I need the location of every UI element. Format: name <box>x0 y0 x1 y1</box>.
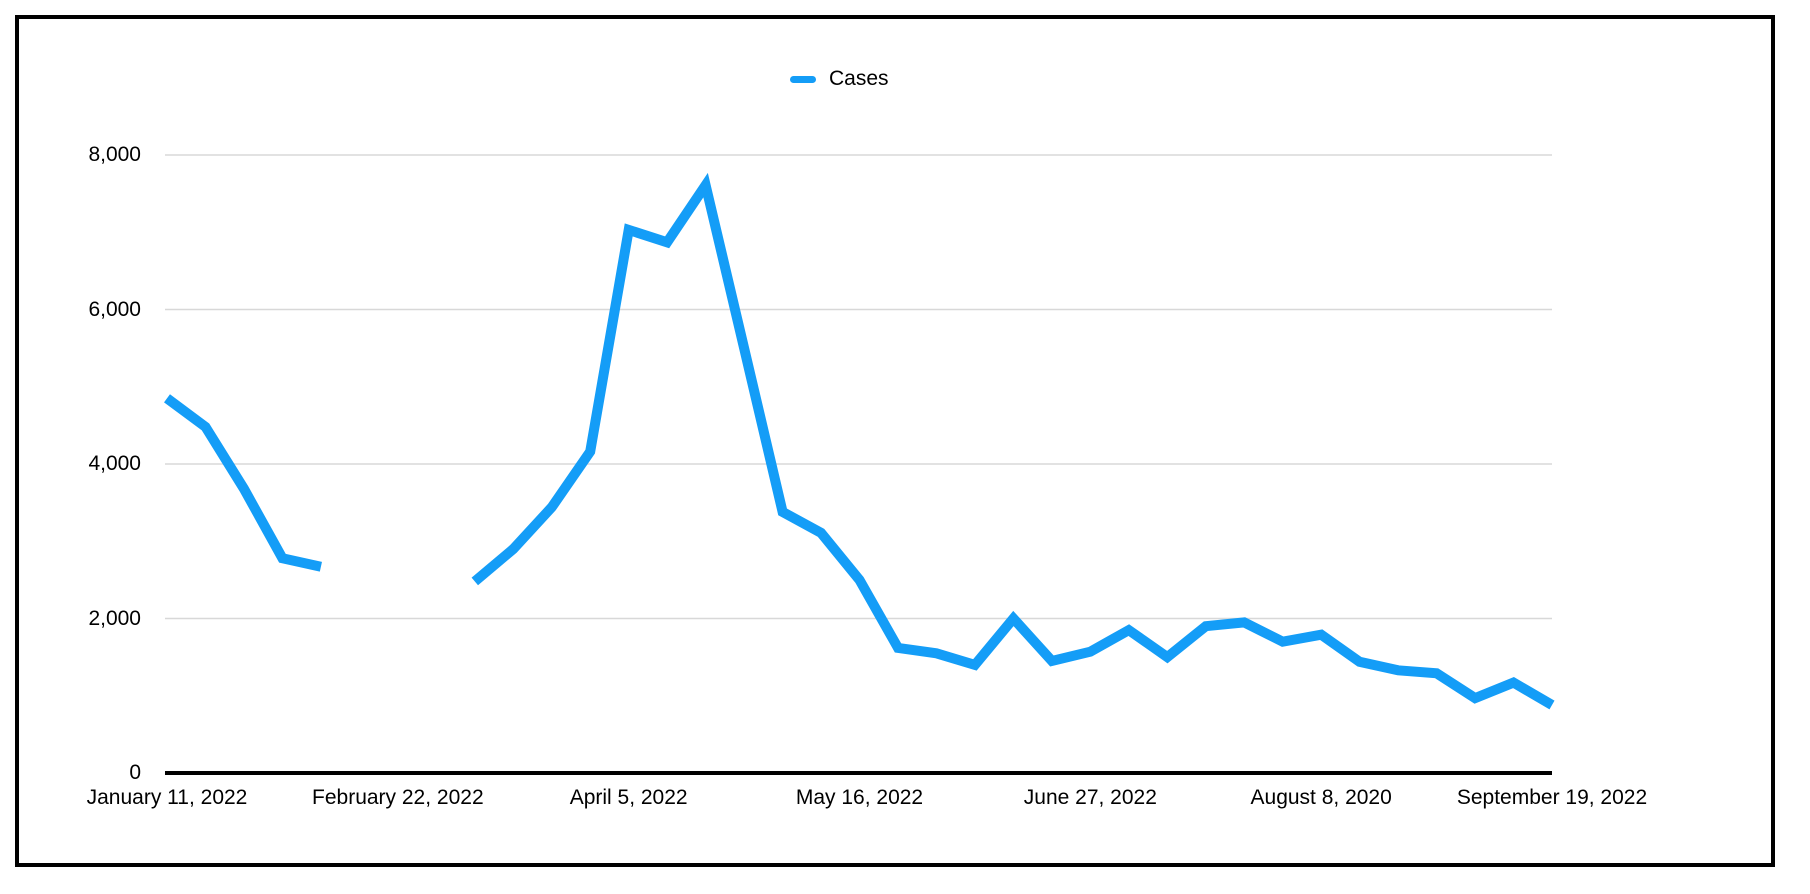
x-tick-label: April 5, 2022 <box>569 786 688 809</box>
chart-frame <box>15 15 1775 867</box>
x-tick-label: May 16, 2022 <box>795 786 924 809</box>
y-tick-label: 2,000 <box>88 606 141 630</box>
x-tick-label: February 22, 2022 <box>312 786 484 809</box>
y-tick-label: 4,000 <box>88 452 141 475</box>
x-tick-label: August 8, 2020 <box>1250 786 1392 809</box>
x-tick-label: January 11, 2022 <box>86 786 248 809</box>
cases-line-segment <box>471 172 1555 710</box>
y-tick-label: 6,000 <box>88 297 141 321</box>
legend-line-marker-icon <box>790 75 816 83</box>
y-tick-label: 8,000 <box>88 143 141 166</box>
legend-label: Cases <box>829 67 889 90</box>
y-tick-label: 0 <box>129 761 141 784</box>
cases-line-segment <box>164 394 322 572</box>
legend: Cases <box>790 62 889 96</box>
x-tick-label: June 27, 2022 <box>1023 786 1157 809</box>
x-tick-label: September 19, 2022 <box>1456 786 1648 809</box>
